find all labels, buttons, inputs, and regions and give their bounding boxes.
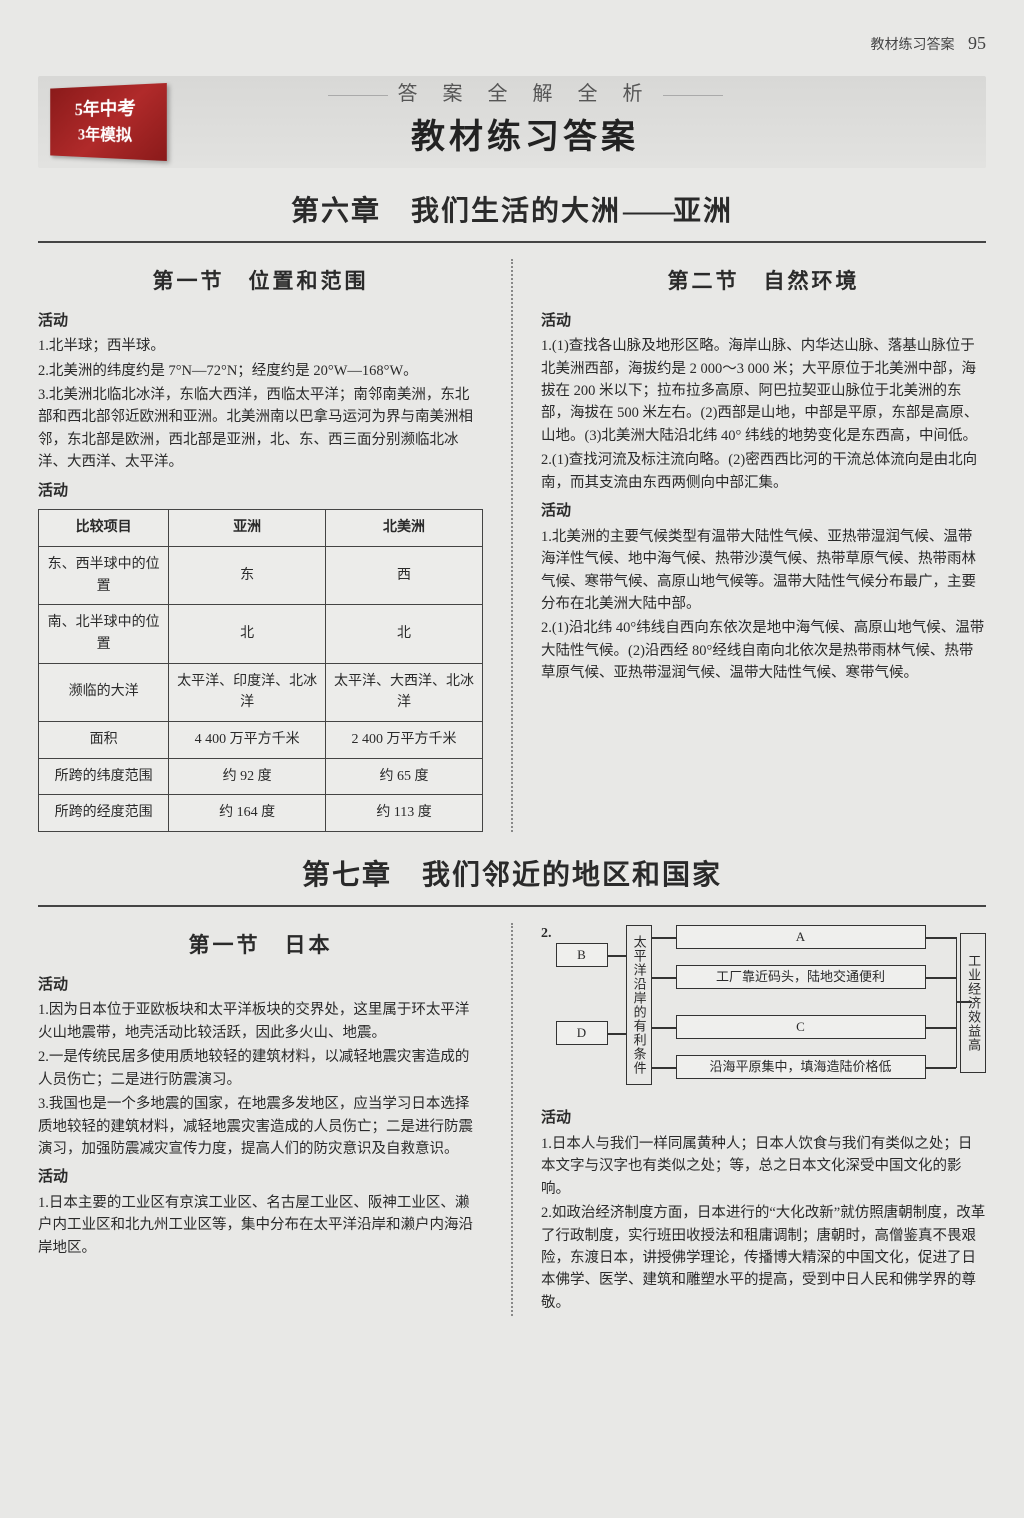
c7s1-p1: 1.因为日本位于亚欧板块和太平洋板块的交界处，这里属于环太平洋火山地震带，地壳活…	[38, 999, 483, 1044]
th-2: 北美洲	[326, 510, 483, 547]
table-cell: 北	[326, 605, 483, 663]
table-cell: 所跨的纬度范围	[39, 758, 169, 795]
table-cell: 南、北半球中的位置	[39, 605, 169, 663]
table-cell: 约 113 度	[326, 795, 483, 832]
c6s1-p2: 2.北美洲的纬度约是 7°N—72°N；经度约是 20°W—168°W。	[38, 360, 483, 382]
chapter6-columns: 第一节 位置和范围 活动 1.北半球；西半球。 2.北美洲的纬度约是 7°N—7…	[38, 259, 986, 832]
c7s1-p3: 3.我国也是一个多地震的国家，在地震多发地区，应当学习日本选择质地较轻的建筑材料…	[38, 1093, 483, 1160]
c6s2-p1: 1.(1)查找各山脉及地形区略。海岸山脉、内华达山脉、落基山脉位于北美洲西部，海…	[541, 335, 986, 447]
table-cell: 面积	[39, 721, 169, 758]
table-cell: 约 65 度	[326, 758, 483, 795]
c6s2-p4: 2.(1)沿北纬 40°纬线自西向东依次是地中海气候、高原山地气候、温带大陆性气…	[541, 617, 986, 684]
table-row: 南、北半球中的位置北北	[39, 605, 483, 663]
c7s1-act2-head: 活动	[38, 1166, 483, 1189]
th-1: 亚洲	[169, 510, 326, 547]
japan-industry-diagram: 太平洋沿岸的有利条件 工业经济效益高 B D A 工厂靠近码头，陆地交通便利 C…	[556, 921, 987, 1101]
banner-title: 教材练习答案	[64, 112, 986, 165]
c7s2-p1: 1.日本人与我们一样同属黄种人；日本人饮食与我们有类似之处；日本文字与汉字也有类…	[541, 1133, 986, 1200]
chapter6-col-right: 第二节 自然环境 活动 1.(1)查找各山脉及地形区略。海岸山脉、内华达山脉、落…	[541, 259, 986, 832]
c6s1-act2-head: 活动	[38, 480, 483, 503]
table-cell: 东、西半球中的位置	[39, 546, 169, 604]
c6s1-act1-head: 活动	[38, 310, 483, 333]
page-header: 教材练习答案 95	[38, 30, 986, 58]
c6s1-p1: 1.北半球；西半球。	[38, 335, 483, 357]
table-cell: 太平洋、大西洋、北冰洋	[326, 663, 483, 721]
page-number: 95	[968, 33, 986, 53]
table-cell: 濒临的大洋	[39, 663, 169, 721]
chapter7-columns: 第一节 日本 活动 1.因为日本位于亚欧板块和太平洋板块的交界处，这里属于环太平…	[38, 923, 986, 1316]
comparison-table: 比较项目 亚洲 北美洲 东、西半球中的位置东西南、北半球中的位置北北濒临的大洋太…	[38, 509, 483, 832]
c6s2-title: 第二节 自然环境	[541, 265, 986, 298]
table-cell: 2 400 万平方千米	[326, 721, 483, 758]
table-cell: 太平洋、印度洋、北冰洋	[169, 663, 326, 721]
series-logo: 5年中考 3年模拟	[50, 83, 167, 161]
column-divider	[511, 259, 513, 832]
banner-titles: 答 案 全 解 全 析 教材练习答案	[64, 79, 986, 165]
chapter6-title-a: 第六章 我们生活的大洲	[291, 196, 621, 227]
c7s2-act-head: 活动	[541, 1107, 986, 1130]
diag-box-text1: 工厂靠近码头，陆地交通便利	[676, 965, 926, 989]
diag-vleft: 太平洋沿岸的有利条件	[626, 925, 652, 1085]
diag-box-c: C	[676, 1015, 926, 1039]
c7s1-p2: 2.一是传统民居多使用质地较轻的建筑材料，以减轻地震灾害造成的人员伤亡；二是进行…	[38, 1046, 483, 1091]
c7s1-title: 第一节 日本	[38, 929, 483, 962]
table-row: 东、西半球中的位置东西	[39, 546, 483, 604]
table-cell: 东	[169, 546, 326, 604]
header-label: 教材练习答案	[871, 38, 955, 53]
chapter6-title-b: 亚洲	[673, 196, 733, 227]
c7s1-p4: 1.日本主要的工业区有京滨工业区、名古屋工业区、阪神工业区、濑户内工业区和北九州…	[38, 1192, 483, 1259]
table-cell: 北	[169, 605, 326, 663]
chapter7-title: 第七章 我们邻近的地区和国家	[38, 854, 986, 907]
table-cell: 4 400 万平方千米	[169, 721, 326, 758]
chapter6-col-left: 第一节 位置和范围 活动 1.北半球；西半球。 2.北美洲的纬度约是 7°N—7…	[38, 259, 483, 832]
chapter7-col-left: 第一节 日本 活动 1.因为日本位于亚欧板块和太平洋板块的交界处，这里属于环太平…	[38, 923, 483, 1316]
table-cell: 约 92 度	[169, 758, 326, 795]
diag-box-b: B	[556, 943, 608, 967]
c6s2-act2-head: 活动	[541, 500, 986, 523]
c7s2-p2: 2.如政治经济制度方面，日本进行的“大化改新”就仿照唐朝制度，改革了行政制度，实…	[541, 1202, 986, 1314]
c6s2-p3: 1.北美洲的主要气候类型有温带大陆性气候、亚热带湿润气候、温带海洋性气候、地中海…	[541, 526, 986, 616]
diag-box-text2: 沿海平原集中，填海造陆价格低	[676, 1055, 926, 1079]
table-cell: 所跨的经度范围	[39, 795, 169, 832]
diag-box-d: D	[556, 1021, 608, 1045]
table-row: 濒临的大洋太平洋、印度洋、北冰洋太平洋、大西洋、北冰洋	[39, 663, 483, 721]
chapter7-col-right: 2. 太平洋沿岸的有利条件 工业经济效益高 B D A 工厂靠近码头，陆地交通便…	[541, 923, 986, 1316]
c6s2-p2: 2.(1)查找河流及标注流向略。(2)密西西比河的干流总体流向是由北向南，而其支…	[541, 449, 986, 494]
diag-vright: 工业经济效益高	[960, 933, 986, 1073]
th-0: 比较项目	[39, 510, 169, 547]
table-row: 所跨的纬度范围约 92 度约 65 度	[39, 758, 483, 795]
table-row: 所跨的经度范围约 164 度约 113 度	[39, 795, 483, 832]
table-cell: 约 164 度	[169, 795, 326, 832]
chapter6-title: 第六章 我们生活的大洲——亚洲	[38, 190, 986, 243]
diagram-number: 2.	[541, 923, 552, 945]
diag-box-a: A	[676, 925, 926, 949]
c6s1-p3: 3.北美洲北临北冰洋，东临大西洋，西临太平洋；南邻南美洲，东北部和西北部邻近欧洲…	[38, 384, 483, 474]
logo-line1: 5年中考	[75, 94, 136, 123]
c6s2-act1-head: 活动	[541, 310, 986, 333]
banner-subtitle: 答 案 全 解 全 析	[64, 79, 986, 110]
column-divider-2	[511, 923, 513, 1316]
table-cell: 西	[326, 546, 483, 604]
table-row: 面积4 400 万平方千米2 400 万平方千米	[39, 721, 483, 758]
c6s1-title: 第一节 位置和范围	[38, 265, 483, 298]
title-banner: 5年中考 3年模拟 答 案 全 解 全 析 教材练习答案	[38, 76, 986, 168]
c7s1-act1-head: 活动	[38, 974, 483, 997]
logo-line2: 3年模拟	[78, 123, 132, 149]
